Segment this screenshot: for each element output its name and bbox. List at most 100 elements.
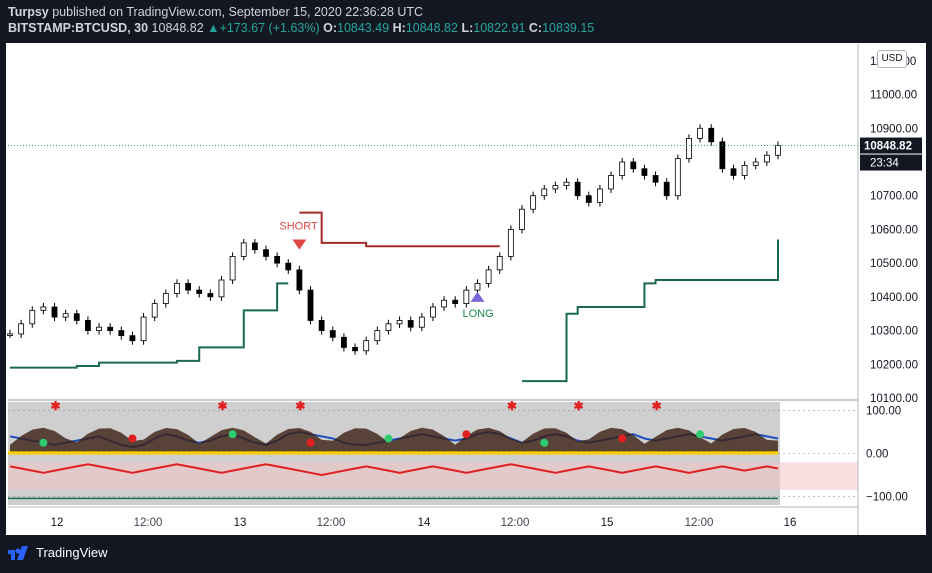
x-tick-label: 15: [601, 517, 614, 529]
candle-body: [140, 316, 147, 342]
countdown-tag: [860, 154, 922, 171]
high-label: H:: [392, 21, 406, 35]
candle-body: [151, 303, 158, 318]
candle-body: [85, 320, 91, 331]
low-value: 10822.91: [473, 21, 526, 35]
candle-body: [307, 289, 314, 321]
oscillator-star-icon: ✱: [295, 399, 305, 413]
oscillator-y-tick: 100.00: [866, 406, 901, 418]
candle-body: [196, 289, 203, 294]
candle-body: [296, 269, 303, 291]
short-annotation: SHORT: [279, 220, 318, 232]
oscillator-signal-dot: [540, 438, 549, 447]
candle-body: [240, 242, 247, 257]
candle-body: [697, 127, 703, 139]
x-tick-label: 13: [234, 517, 247, 529]
x-tick-label: 12: [51, 517, 64, 529]
change-up-icon: ▲: [207, 21, 220, 35]
y-tick-label: 11000.00: [870, 90, 917, 102]
candle-body: [652, 175, 659, 183]
y-tick-label: 10200.00: [870, 359, 918, 371]
candle-body: [251, 242, 258, 251]
candle-body: [663, 181, 670, 197]
oscillator-signal-dot: [618, 434, 627, 443]
long-annotation: LONG: [462, 308, 493, 320]
candle-body: [441, 299, 447, 308]
footer-brand: TradingView: [36, 545, 108, 560]
x-tick-label: 12:00: [134, 517, 163, 529]
candle-body: [374, 330, 381, 342]
candle-body: [96, 326, 102, 331]
candle-body: [62, 313, 69, 318]
candle-body: [341, 336, 347, 348]
oscillator-star-icon: ✱: [217, 399, 227, 413]
candle-body: [741, 164, 748, 176]
candle-body: [285, 262, 292, 271]
candle-body: [185, 282, 191, 291]
tradingview-logo-icon: [8, 545, 28, 560]
oscillator-y-tick: −100.00: [866, 491, 908, 503]
candle-body: [129, 335, 136, 342]
oscillator-signal-dot: [696, 430, 705, 439]
candle-body: [485, 269, 492, 284]
oscillator-signal-dot: [39, 438, 48, 447]
candle-body: [719, 141, 726, 170]
oscillator-y-tick: 0.00: [866, 449, 888, 461]
oscillator-zero-band: [8, 450, 778, 455]
candle-body: [51, 306, 58, 318]
candle-body: [329, 330, 336, 338]
candle-body: [263, 249, 269, 257]
oscillator-wave-cloud: [10, 427, 778, 452]
y-tick-label: 10900.00: [870, 123, 918, 135]
candle-body: [385, 323, 392, 331]
publish-line: Turpsy published on TradingView.com, Sep…: [8, 5, 423, 19]
oscillator-star-icon: ✱: [652, 399, 662, 413]
y-tick-label: 10700.00: [870, 191, 918, 203]
candle-body: [730, 168, 737, 176]
oscillator-red_line: [9, 463, 779, 476]
countdown-label: 23:34: [870, 158, 899, 170]
oscillator-star-icon: ✱: [507, 399, 517, 413]
candle-body: [597, 188, 603, 203]
candle-body: [686, 137, 692, 160]
candle-body: [541, 188, 548, 197]
candle-body: [107, 326, 114, 331]
candle-body: [407, 320, 414, 328]
low-label: L:: [461, 21, 474, 35]
candle-body: [552, 185, 559, 190]
y-tick-label: 10500.00: [870, 258, 918, 270]
ohlc-line: BITSTAMP:BTCUSD, 30 10848.82 ▲+173.67 (+…: [8, 21, 594, 35]
candle-body: [218, 279, 225, 298]
candle-body: [418, 316, 425, 328]
candle-body: [274, 255, 281, 264]
candle-body: [430, 306, 436, 318]
candle-body: [775, 145, 781, 156]
oscillator-star-icon: ✱: [574, 399, 584, 413]
candle-body: [496, 255, 503, 271]
candle-body: [474, 282, 481, 291]
published-text: published on TradingView.com, September …: [52, 5, 424, 19]
oscillator-signal-dot: [306, 438, 315, 447]
candle-body: [585, 195, 592, 203]
y-tick-label: 10600.00: [870, 224, 918, 236]
candle-body: [229, 255, 236, 281]
candle-body: [452, 299, 459, 305]
candle-body: [507, 229, 514, 257]
candle-body: [530, 195, 537, 210]
oscillator-star-icon: ✱: [51, 399, 61, 413]
last-price: 10848.82: [151, 21, 204, 35]
candle-body: [40, 306, 47, 311]
author-name: Turpsy: [8, 5, 49, 19]
currency-button[interactable]: USD: [877, 50, 907, 68]
candle-body: [18, 323, 25, 335]
candle-body: [396, 320, 403, 325]
candle-body: [708, 127, 715, 143]
y-tick-label: 10400.00: [870, 292, 918, 304]
short_stop-line: [299, 211, 500, 248]
candle-body: [352, 347, 358, 352]
x-tick-label: 14: [418, 517, 431, 529]
last-price-tag: [860, 137, 922, 154]
last-price-tag-label: 10848.82: [864, 141, 912, 153]
open-label: O:: [323, 21, 337, 35]
